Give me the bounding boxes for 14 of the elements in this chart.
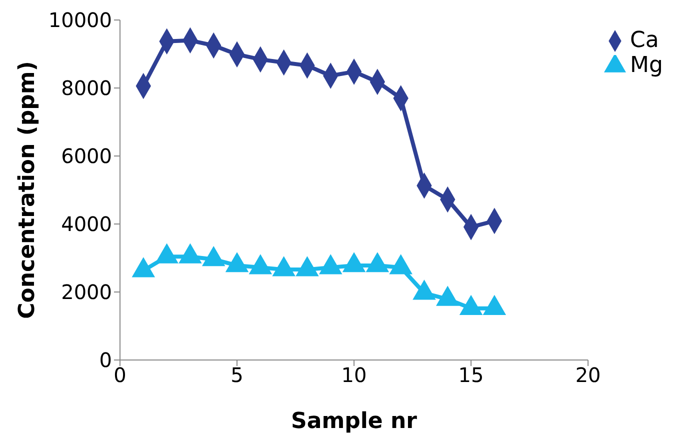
x-axis-title: Sample nr	[291, 409, 418, 434]
x-tick-label: 15	[458, 363, 484, 388]
x-tick-label: 20	[575, 363, 601, 388]
y-tick-label: 0	[99, 348, 112, 372]
y-tick-label: 4000	[61, 212, 112, 236]
y-axis-title: Concentration (ppm)	[14, 61, 40, 319]
y-tick-label: 10000	[48, 8, 112, 32]
x-tick-label: 5	[230, 363, 244, 388]
legend-label: Ca	[630, 28, 659, 53]
x-tick-label: 10	[341, 363, 367, 388]
y-tick-label: 2000	[61, 280, 112, 304]
y-tick-label: 8000	[61, 76, 112, 100]
y-tick-label: 6000	[61, 144, 112, 168]
legend-label: Mg	[630, 53, 663, 78]
